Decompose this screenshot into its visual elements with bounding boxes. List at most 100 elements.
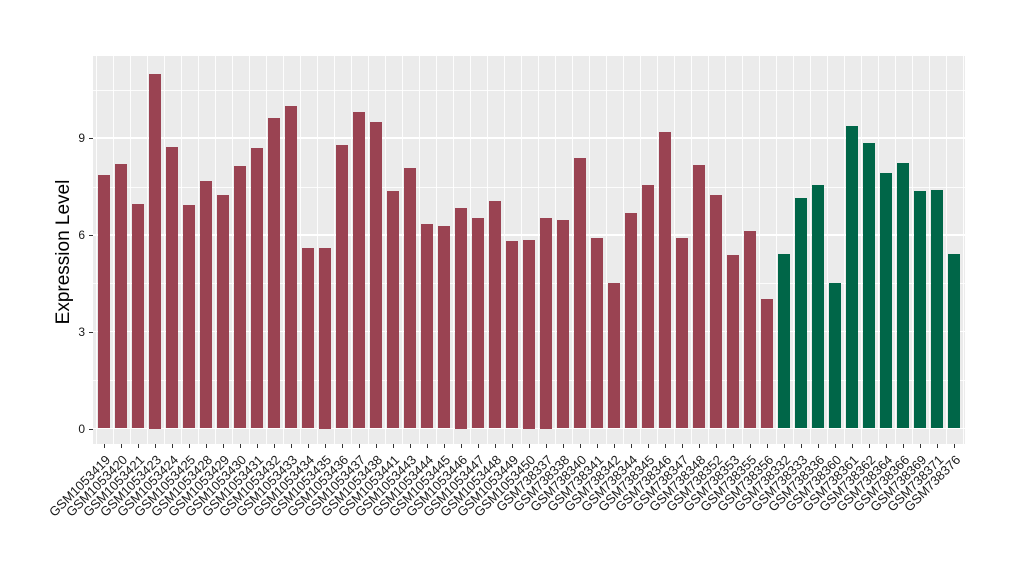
bar-GSM738371 (930, 189, 944, 429)
bar-GSM738347 (675, 238, 689, 429)
vertical-gridline (180, 56, 182, 444)
bar-GSM738340 (573, 158, 587, 429)
y-tick-label: 0 (78, 421, 85, 436)
vertical-gridline (333, 56, 335, 444)
bar-GSM738341 (590, 238, 604, 429)
vertical-gridline (435, 56, 437, 444)
major-gridline (93, 137, 965, 139)
vertical-gridline (911, 56, 913, 444)
x-tick-mark (665, 444, 666, 448)
x-tick-mark (376, 444, 377, 448)
bar-GSM1053423 (148, 73, 162, 429)
vertical-gridline (792, 56, 794, 444)
x-tick-mark (580, 444, 581, 448)
bar-GSM1053429 (216, 194, 230, 429)
bar-GSM738360 (828, 283, 842, 429)
x-tick-mark (767, 444, 768, 448)
vertical-gridline (826, 56, 828, 444)
x-tick-mark (206, 444, 207, 448)
x-tick-mark (563, 444, 564, 448)
x-tick-mark (529, 444, 530, 448)
vertical-gridline (112, 56, 114, 444)
x-tick-mark (121, 444, 122, 448)
vertical-gridline (622, 56, 624, 444)
vertical-gridline (571, 56, 573, 444)
vertical-gridline (214, 56, 216, 444)
bar-GSM1053444 (420, 224, 434, 429)
bar-GSM738361 (845, 125, 859, 429)
bar-GSM1053438 (369, 121, 383, 429)
y-tick-label: 6 (78, 227, 85, 242)
x-tick-mark (257, 444, 258, 448)
x-tick-mark (359, 444, 360, 448)
bar-GSM1053421 (131, 203, 145, 429)
bar-GSM1053450 (522, 240, 536, 429)
x-tick-mark (172, 444, 173, 448)
bar-GSM738355 (743, 230, 757, 429)
vertical-gridline (452, 56, 454, 444)
vertical-gridline (418, 56, 420, 444)
bar-GSM738332 (777, 254, 791, 429)
vertical-gridline (299, 56, 301, 444)
vertical-gridline (656, 56, 658, 444)
x-tick-mark (274, 444, 275, 448)
bar-GSM1053419 (97, 175, 111, 429)
bar-GSM738338 (556, 219, 570, 429)
bar-GSM1053447 (471, 218, 485, 429)
x-tick-mark (801, 444, 802, 448)
vertical-gridline (316, 56, 318, 444)
vertical-gridline (877, 56, 879, 444)
x-tick-mark (597, 444, 598, 448)
bar-GSM1053443 (403, 168, 417, 429)
vertical-gridline (401, 56, 403, 444)
bar-GSM738342 (607, 283, 621, 429)
x-tick-mark (223, 444, 224, 448)
bar-GSM738362 (862, 142, 876, 429)
vertical-gridline (146, 56, 148, 444)
vertical-gridline (724, 56, 726, 444)
x-tick-mark (478, 444, 479, 448)
x-tick-mark (189, 444, 190, 448)
x-tick-mark (104, 444, 105, 448)
x-tick-mark (461, 444, 462, 448)
x-tick-mark (818, 444, 819, 448)
minor-gridline (93, 186, 965, 188)
vertical-gridline (962, 56, 964, 444)
vertical-gridline (265, 56, 267, 444)
y-tick-mark (89, 234, 93, 236)
x-tick-mark (240, 444, 241, 448)
bar-GSM1053435 (318, 247, 332, 429)
vertical-gridline (129, 56, 131, 444)
bar-GSM738333 (794, 198, 808, 429)
vertical-gridline (775, 56, 777, 444)
bar-GSM1053432 (267, 118, 281, 429)
vertical-gridline (690, 56, 692, 444)
y-tick-mark (89, 138, 93, 140)
major-gridline (93, 234, 965, 236)
vertical-gridline (197, 56, 199, 444)
bar-GSM1053425 (182, 204, 196, 429)
vertical-gridline (554, 56, 556, 444)
bar-GSM1053449 (505, 240, 519, 429)
vertical-gridline (520, 56, 522, 444)
vertical-gridline (537, 56, 539, 444)
x-tick-mark (393, 444, 394, 448)
bar-GSM1053431 (250, 148, 264, 429)
x-tick-mark (155, 444, 156, 448)
vertical-gridline (707, 56, 709, 444)
x-tick-mark (886, 444, 887, 448)
bar-GSM1053424 (165, 147, 179, 429)
x-tick-mark (427, 444, 428, 448)
x-tick-mark (954, 444, 955, 448)
vertical-gridline (758, 56, 760, 444)
x-tick-mark (733, 444, 734, 448)
bar-GSM738366 (896, 162, 910, 429)
vertical-gridline (469, 56, 471, 444)
bar-GSM738356 (760, 299, 774, 429)
vertical-gridline (945, 56, 947, 444)
x-tick-mark (444, 444, 445, 448)
x-tick-mark (903, 444, 904, 448)
x-tick-mark (869, 444, 870, 448)
y-tick-mark (89, 428, 93, 430)
